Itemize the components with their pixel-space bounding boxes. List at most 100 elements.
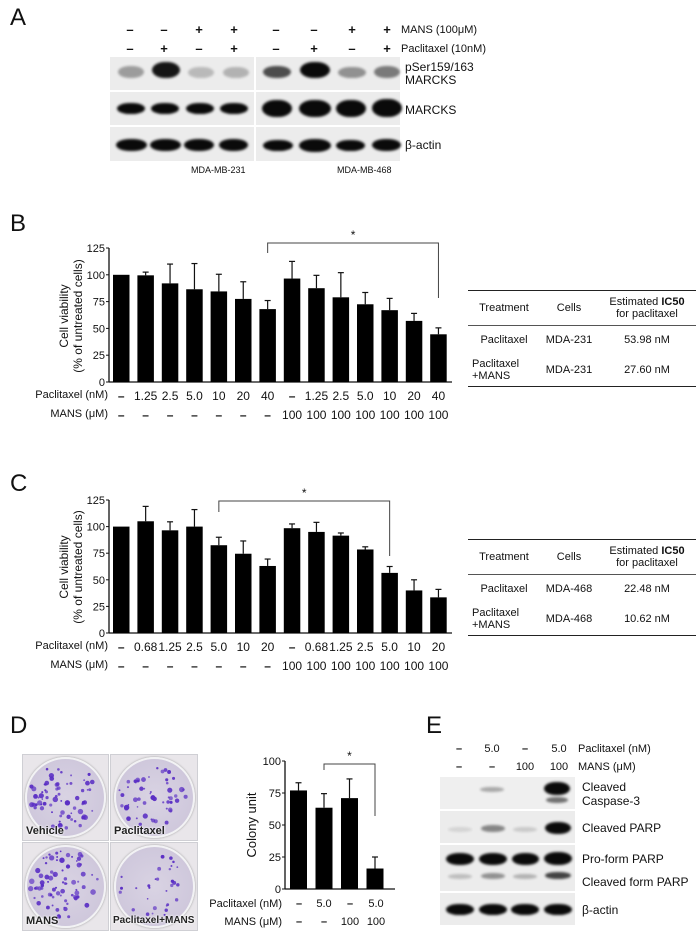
x-category-label: 20 xyxy=(261,640,275,654)
x-category-label: 5.0 xyxy=(186,389,203,403)
panel-a-letter: A xyxy=(10,4,27,31)
y-tick-label: 25 xyxy=(269,852,281,864)
x-category-label: – xyxy=(295,916,303,928)
blot-label-cleaved-caspase3: Cleaved Caspase-3 xyxy=(582,780,641,808)
blot-label-cleaved-form-parp: Cleaved form PARP xyxy=(582,875,689,889)
significance-bracket xyxy=(267,242,439,298)
x-category-label: – xyxy=(240,659,247,673)
table-row: Paclitaxel +MANS MDA-468 10.62 nM xyxy=(472,607,670,631)
panel-c-letter: C xyxy=(10,470,28,497)
y-tick-label: 50 xyxy=(269,820,281,832)
bar xyxy=(332,535,350,633)
x-category-label: 100 xyxy=(340,916,360,928)
x-category-label: 20 xyxy=(407,389,421,403)
x-category-label: 100 xyxy=(366,916,386,928)
blot-label-actin-e: β-actin xyxy=(582,903,619,917)
svg-text:Cell viability: Cell viability xyxy=(57,284,71,347)
x-category-label: – xyxy=(167,659,174,673)
panel-d-mans-row-label: MANS (μM) xyxy=(224,916,282,928)
bar xyxy=(430,334,447,382)
panel-c-paclitaxel-row-label: Paclitaxel (nM) xyxy=(35,640,108,652)
y-tick-label: 0 xyxy=(99,377,105,389)
table-row: Paclitaxel MDA-468 22.48 nM xyxy=(480,583,670,595)
x-category-label: 100 xyxy=(380,659,400,673)
plate-paclitaxel: Paclitaxel xyxy=(110,754,198,841)
panel-e-paclitaxel-label: Paclitaxel (nM) xyxy=(578,743,651,755)
x-category-label: 5.0 xyxy=(211,640,228,654)
bar xyxy=(137,275,154,382)
x-category-label: – xyxy=(216,408,223,422)
y-tick-label: 25 xyxy=(93,350,105,362)
blot-label-proform-parp: Pro-form PARP xyxy=(582,852,664,866)
y-axis-label: Cell viability (% of untreated cells) xyxy=(57,259,85,372)
x-category-label: 2.5 xyxy=(357,640,374,654)
panel-b-letter: B xyxy=(10,210,27,237)
treatment-sign: + xyxy=(160,41,168,56)
x-category-label: 100 xyxy=(306,408,326,422)
blot-label-actin: β-actin xyxy=(405,138,442,152)
panel-e-mans-label: MANS (μM) xyxy=(578,761,636,773)
y-tick-label: 75 xyxy=(93,548,105,560)
bar xyxy=(357,549,374,633)
treatment-sign: – xyxy=(195,41,203,56)
x-category-label: 1.25 xyxy=(158,640,182,654)
blot-label-psermarcks: pSer159/163 MARCKS xyxy=(405,61,474,87)
bar xyxy=(290,790,307,889)
x-category-label: – xyxy=(289,640,296,654)
x-category-label: 10 xyxy=(407,640,421,654)
blot-label-psermarcks-line1: pSer159/163 xyxy=(405,60,474,74)
y-tick-label: 100 xyxy=(263,756,281,768)
bar xyxy=(113,526,130,633)
bar xyxy=(283,278,301,382)
plate-paclitaxel-mans: Paclitaxel+MANS xyxy=(110,842,198,931)
blot-psermarcks-231 xyxy=(110,57,254,90)
colony-plates-photo: Vehicle Paclitaxel MANS Paclitaxel+MANS xyxy=(22,754,198,931)
bar xyxy=(308,531,325,633)
panel-d-letter: D xyxy=(10,712,28,739)
bar xyxy=(430,597,447,633)
blot-label-psermarcks-line2: MARCKS xyxy=(405,73,457,87)
table-header-treatment: Treatment xyxy=(479,551,529,563)
x-category-label: 1.25 xyxy=(329,640,353,654)
table-header-cells: Cells xyxy=(556,551,582,563)
x-category-label: – xyxy=(118,640,125,654)
y-tick-label: 125 xyxy=(87,243,105,255)
significance-star: * xyxy=(302,486,307,500)
x-category-label: – xyxy=(295,898,303,910)
treatment-sign: + xyxy=(230,22,238,37)
bar xyxy=(161,283,179,382)
x-category-label: 5.0 xyxy=(357,389,374,403)
x-category-label: – xyxy=(118,659,125,673)
x-category-label: – xyxy=(346,898,354,910)
x-category-label: – xyxy=(264,659,271,673)
x-category-label: 100 xyxy=(380,408,400,422)
x-category-label: 2.5 xyxy=(186,640,203,654)
treatment-sign: + xyxy=(195,22,203,37)
treatment-value: 5.0 xyxy=(551,743,567,755)
treatment-sign: – xyxy=(126,22,134,37)
panel-a-paclitaxel-label: Paclitaxel (10nM) xyxy=(401,43,486,55)
panel-e-letter: E xyxy=(426,712,443,739)
blot-label-marcks: MARCKS xyxy=(405,103,457,117)
panel-d-paclitaxel-row-label: Paclitaxel (nM) xyxy=(209,898,282,910)
treatment-value: 100 xyxy=(515,761,535,773)
plate-vehicle: Vehicle xyxy=(22,754,109,841)
panel-d-bar-chart: 0 25 50 75 100 Colony unit * xyxy=(244,749,395,896)
significance-star: * xyxy=(347,749,352,763)
bar xyxy=(210,545,228,633)
treatment-value: – xyxy=(488,761,496,773)
treatment-sign: + xyxy=(348,22,356,37)
bar xyxy=(381,572,398,633)
y-tick-label: 75 xyxy=(269,788,281,800)
table-header-cells: Cells xyxy=(556,302,582,314)
x-category-label: 5.0 xyxy=(316,898,332,910)
bar xyxy=(235,553,252,633)
table-row: Paclitaxel MDA-231 53.98 nM xyxy=(480,334,670,346)
bar xyxy=(186,289,203,382)
x-category-label: 100 xyxy=(282,408,302,422)
x-category-label: 100 xyxy=(404,659,424,673)
panel-b-paclitaxel-row-label: Paclitaxel (nM) xyxy=(35,389,108,401)
table-header-treatment: Treatment xyxy=(479,302,529,314)
bar xyxy=(137,521,154,633)
